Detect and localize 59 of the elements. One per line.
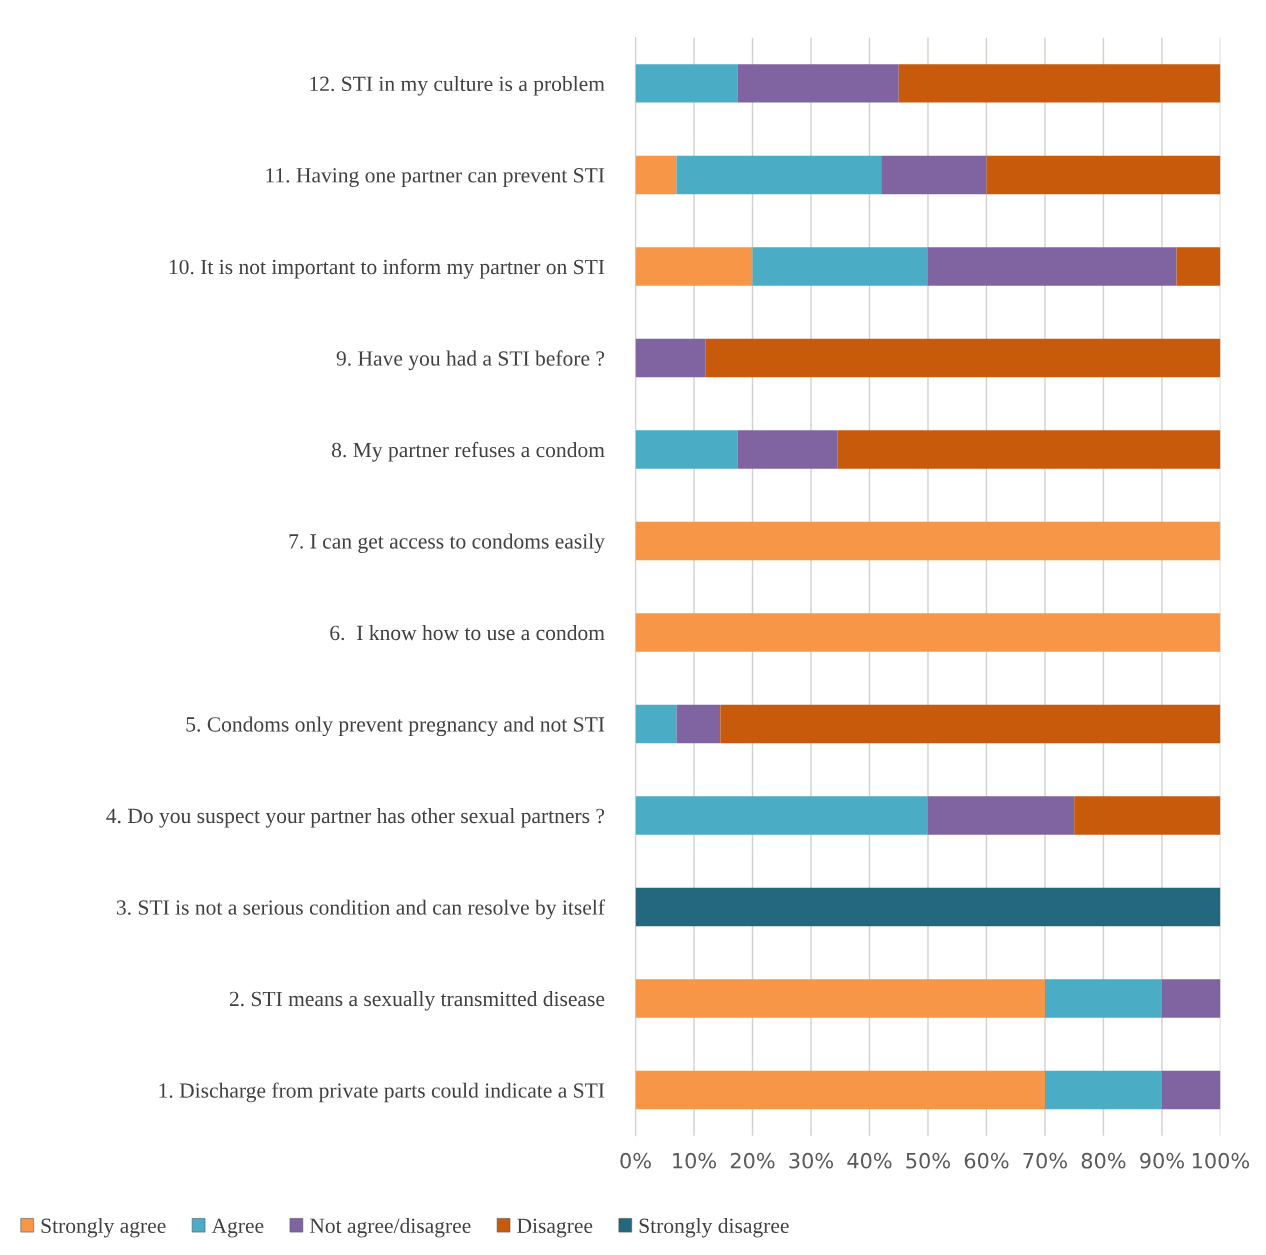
bar — [752, 247, 928, 286]
bar — [1074, 796, 1221, 835]
x-tick-label: 90% — [1140, 1152, 1184, 1169]
bar — [676, 704, 721, 744]
legend-label: Agree — [211, 1218, 264, 1238]
bar — [635, 613, 1221, 652]
bar — [1044, 979, 1162, 1018]
x-tick-label: 50% — [906, 1152, 950, 1169]
bar — [635, 887, 1221, 927]
bar — [676, 155, 882, 195]
bar — [737, 430, 838, 469]
y-tick-label: 11. Having one partner can prevent STI — [266, 168, 605, 187]
bar — [927, 247, 1177, 286]
bar — [1161, 979, 1221, 1018]
y-tick-label: 10. It is not important to inform my partner on STI — [169, 258, 605, 279]
bar — [635, 1070, 1045, 1110]
x-tick-label: 100% — [1192, 1152, 1250, 1169]
y-tick-label: 1. Discharge from private parts could indicate a STI — [159, 1082, 605, 1103]
legend-label: Disagree — [517, 1218, 593, 1238]
y-tick-label: 8. My partner refuses a condom — [331, 441, 605, 462]
legend-label: Not agree/disagree — [309, 1217, 471, 1238]
x-tick-label: 40% — [847, 1152, 892, 1169]
y-tick-label: 4. Do you suspect your partner has other sexual partners ? — [106, 808, 605, 828]
legend-label: Strongly disagree — [639, 1217, 789, 1238]
x-tick-label: 0% — [620, 1152, 651, 1169]
bar — [635, 521, 1221, 561]
y-tick-label: 6. I know how to use a condom — [330, 625, 605, 641]
bar — [986, 155, 1221, 195]
y-tick-label: 7. I can get access to condoms easily — [289, 533, 605, 554]
bar — [635, 704, 677, 744]
bar — [635, 979, 1045, 1018]
x-tick-label: 10% — [673, 1152, 717, 1169]
bar — [881, 155, 987, 195]
x-tick-label: 80% — [1081, 1152, 1126, 1169]
bar — [927, 796, 1075, 835]
bar — [635, 796, 928, 835]
y-tick-label: 5. Condoms only prevent pregnancy and not STI — [186, 716, 605, 737]
x-tick-label: 30% — [789, 1152, 833, 1169]
bar — [737, 64, 899, 103]
bar — [705, 338, 1221, 378]
bar — [635, 430, 738, 469]
bar — [635, 155, 677, 195]
legend-label: Strongly agree — [41, 1217, 166, 1238]
y-tick-label: 3. STI is not a serious condition and can resolve by itself — [116, 899, 605, 920]
bar — [1044, 1070, 1162, 1110]
x-tick-label: 60% — [964, 1152, 1009, 1169]
y-tick-label: 9. Have you had a STI before ? — [336, 350, 605, 371]
bar — [1161, 1070, 1221, 1110]
bar — [635, 247, 753, 286]
bar — [837, 430, 1221, 469]
bar — [720, 704, 1221, 744]
x-tick-label: 70% — [1023, 1152, 1067, 1169]
bar — [1176, 247, 1221, 286]
bar — [898, 64, 1221, 103]
x-tick-label: 20% — [730, 1152, 775, 1169]
bar — [635, 338, 706, 378]
y-tick-label: 2. STI means a sexually transmitted disease — [229, 991, 605, 1011]
y-tick-label: 12. STI in my culture is a problem — [310, 75, 605, 96]
bar — [635, 64, 738, 103]
